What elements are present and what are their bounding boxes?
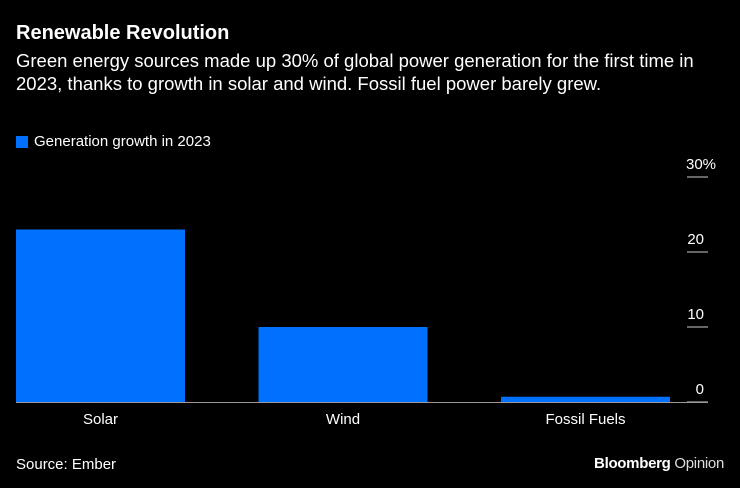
legend: Generation growth in 2023 <box>16 133 211 150</box>
x-tick-label: Fossil Fuels <box>545 411 625 428</box>
bar-wind <box>258 327 428 402</box>
chart-subtitle: Green energy sources made up 30% of glob… <box>16 50 694 94</box>
legend-label: Generation growth in 2023 <box>34 133 211 150</box>
brand-logo: Bloomberg Opinion <box>594 455 724 472</box>
y-tick-label: 10 <box>687 306 704 323</box>
x-tick-label: Wind <box>326 411 360 428</box>
bar-solar <box>16 229 185 402</box>
y-tick-label: 30% <box>686 156 716 173</box>
bar-fossil-fuels <box>501 396 670 402</box>
y-tick-label: 0 <box>696 381 704 398</box>
brand-name: Bloomberg <box>594 455 671 472</box>
y-tick-label: 20 <box>687 231 704 248</box>
brand-suffix: Opinion <box>674 455 724 472</box>
chart-title: Renewable Revolution <box>16 22 230 44</box>
legend-swatch <box>16 135 28 148</box>
source-note: Source: Ember <box>16 456 117 473</box>
x-tick-label: Solar <box>83 411 118 428</box>
